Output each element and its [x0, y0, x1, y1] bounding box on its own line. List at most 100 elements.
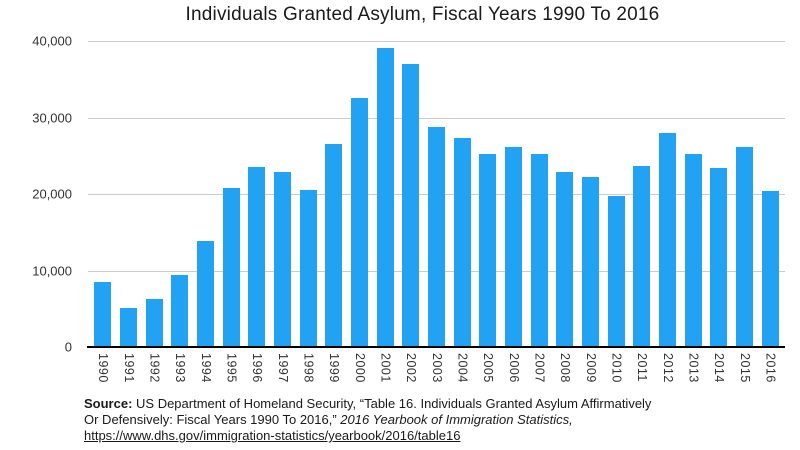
x-tick-label: 1993	[173, 353, 188, 383]
y-tick-label: 20,000	[32, 186, 72, 202]
x-tick-label: 2001	[378, 353, 393, 383]
bar-slot: 2007	[526, 41, 552, 383]
bar-slot: 1997	[270, 41, 296, 383]
bar-slot: 2008	[552, 41, 578, 383]
bars: 1990 1991 1992 1993 1994 1995 1996 1997 1998 1999…	[88, 41, 785, 383]
bar-2012	[659, 132, 677, 347]
x-tick-label: 2010	[609, 353, 624, 383]
bar-1996	[248, 166, 266, 347]
bar-2000	[351, 98, 369, 347]
bar-2007	[530, 153, 548, 347]
bar-2006	[505, 147, 523, 347]
bar-slot: 2003	[424, 41, 450, 383]
source-citation: Source: US Department of Homeland Securi…	[84, 396, 724, 444]
bar-2010	[607, 195, 625, 347]
bar-slot: 2006	[501, 41, 527, 383]
y-tick-label: 10,000	[32, 263, 72, 278]
x-tick-label: 2002	[404, 353, 419, 383]
bar-slot: 1994	[193, 41, 219, 383]
bar-slot: 2014	[706, 41, 732, 383]
x-tick-label: 2006	[506, 353, 521, 383]
bar-2002	[402, 64, 420, 347]
bar-2011	[633, 165, 651, 347]
bar-2015	[736, 147, 754, 347]
bar-2013	[684, 154, 702, 347]
x-tick-label: 2011	[635, 353, 650, 382]
bar-slot: 2005	[475, 41, 501, 383]
y-tick-label: 40,000	[32, 33, 72, 49]
x-tick-label: 2008	[558, 353, 573, 383]
plot-area: 1990 1991 1992 1993 1994 1995 1996 1997 1998 1999…	[87, 41, 785, 383]
x-tick-label: 2009	[583, 353, 598, 383]
x-tick-label: 2014	[712, 353, 727, 383]
y-tick-label: 0	[64, 339, 72, 355]
x-tick-label: 2015	[737, 353, 752, 383]
x-tick-label: 2003	[429, 353, 444, 383]
x-tick-label: 1994	[198, 353, 213, 383]
bar-2003	[428, 127, 446, 347]
y-axis: 40,000 30,000 20,000 10,000 0	[0, 34, 78, 355]
x-tick-label: 1992	[147, 353, 162, 383]
x-tick-label: 2012	[660, 353, 675, 383]
gridline	[88, 41, 785, 42]
x-tick-label: 1999	[327, 353, 342, 383]
x-tick-label: 2004	[455, 353, 470, 383]
bar-slot: 2011	[629, 41, 655, 382]
bar-2008	[556, 171, 574, 347]
gridline	[88, 117, 785, 119]
x-tick-label: 1996	[250, 353, 265, 383]
x-tick-label: 1997	[275, 353, 290, 383]
bar-slot: 2010	[603, 41, 629, 383]
bar-1992	[145, 298, 163, 347]
bar-2005	[479, 153, 497, 347]
bar-slot: 1998	[295, 41, 321, 383]
x-axis-baseline	[87, 346, 785, 348]
bar-slot: 2004	[449, 41, 475, 383]
x-tick-label: 1998	[301, 353, 316, 383]
y-tick-label: 30,000	[32, 110, 72, 125]
bar-2001	[376, 47, 394, 347]
bar-2014	[710, 168, 728, 347]
source-line-1: Source: US Department of Homeland Securi…	[84, 396, 652, 411]
chart-title: Individuals Granted Asylum, Fiscal Years…	[185, 4, 660, 25]
x-tick-label: 2007	[532, 353, 547, 383]
bar-slot: 1995	[218, 41, 244, 383]
x-tick-label: 1995	[224, 353, 239, 383]
bar-slot: 1991	[116, 41, 142, 383]
source-link[interactable]: https://www.dhs.gov/immigration-statisti…	[84, 428, 461, 443]
x-tick-label: 1991	[121, 353, 136, 383]
bar-slot: 1999	[321, 41, 347, 383]
x-tick-label: 1990	[96, 353, 111, 383]
bar-slot: 2001	[372, 41, 398, 383]
bar-slot: 1993	[167, 41, 193, 383]
source-line-2: Or Defensively: Fiscal Years 1990 To 201…	[84, 412, 573, 427]
bar-1997	[274, 171, 292, 347]
x-tick-label: 2005	[481, 353, 496, 383]
source-label: Source:	[84, 396, 133, 411]
bar-1998	[299, 190, 317, 347]
x-tick-label: 2000	[352, 353, 367, 383]
bar-slot: 1992	[141, 41, 167, 383]
bar-1999	[325, 143, 343, 347]
bar-slot: 2012	[655, 41, 681, 383]
bar-2009	[582, 177, 600, 347]
bar-2004	[453, 138, 471, 347]
bar-slot: 1996	[244, 41, 270, 383]
bar-slot: 2009	[578, 41, 604, 383]
bar-slot: 2013	[680, 41, 706, 383]
bar-1994	[197, 241, 215, 347]
x-tick-label: 2013	[686, 353, 701, 383]
x-tick-label: 2016	[763, 353, 778, 383]
bar-2016	[761, 190, 779, 347]
bar-1995	[222, 187, 240, 347]
bar-slot: 1990	[90, 41, 116, 383]
source-line-3: https://www.dhs.gov/immigration-statisti…	[84, 428, 724, 444]
bar-1991	[120, 308, 137, 347]
bar-slot: 2002	[398, 41, 424, 383]
source-publication: 2016 Yearbook of Immigration Statistics,	[340, 412, 573, 427]
bar-slot: 2015	[732, 41, 758, 383]
bar-1993	[171, 274, 189, 347]
bar-slot: 2016	[757, 41, 783, 383]
bar-slot: 2000	[347, 41, 373, 383]
